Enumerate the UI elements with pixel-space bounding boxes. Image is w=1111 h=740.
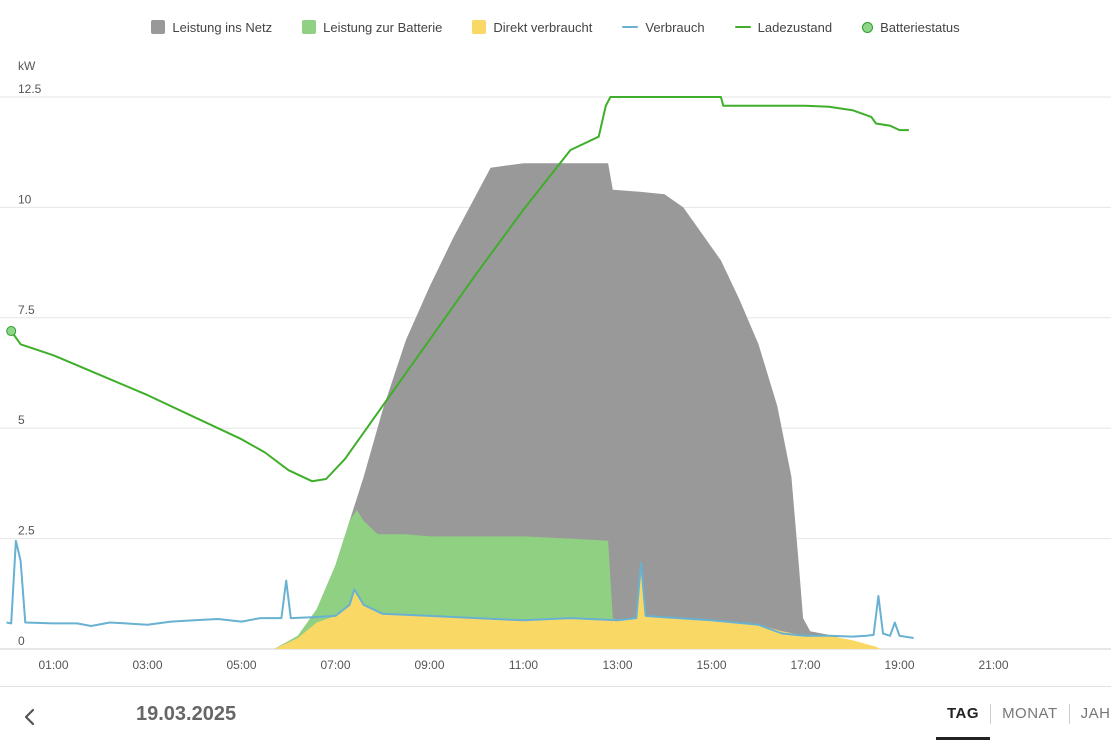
legend-label-battery-power: Leistung zur Batterie bbox=[323, 19, 443, 35]
legend-swatch-battery-power bbox=[302, 20, 317, 34]
legend-item-battery-power[interactable]: Leistung zur Batterie bbox=[302, 17, 442, 37]
x-tick-label: 05:00 bbox=[226, 658, 256, 672]
consumption-line bbox=[6, 539, 914, 639]
tab-year[interactable]: JAHR bbox=[1080, 705, 1111, 722]
y-tick-label: 2.5 bbox=[18, 524, 35, 538]
direct-consumption-area bbox=[274, 567, 881, 649]
legend-swatch-grid bbox=[151, 20, 166, 34]
tab-day[interactable]: TAG bbox=[936, 687, 991, 740]
x-tick-label: 07:00 bbox=[320, 658, 350, 672]
legend-item-soc[interactable]: Ladezustand bbox=[734, 17, 833, 37]
tab-divider bbox=[1068, 703, 1070, 724]
legend-item-grid[interactable]: Leistung ins Netz bbox=[151, 17, 272, 37]
legend-label-battery-status: Batteriestatus bbox=[880, 19, 960, 35]
legend-label-soc: Ladezustand bbox=[757, 19, 833, 35]
x-tick-label: 19:00 bbox=[884, 658, 914, 672]
y-axis-unit: kW bbox=[18, 59, 36, 73]
x-tick-label: 17:00 bbox=[790, 658, 820, 672]
x-tick-label: 09:00 bbox=[414, 658, 444, 672]
x-tick-label: 21:00 bbox=[978, 658, 1008, 672]
tab-month[interactable]: MONAT bbox=[1002, 705, 1058, 722]
legend-item-battery-status[interactable]: Batteriestatus bbox=[862, 17, 960, 37]
previous-day-button[interactable] bbox=[14, 701, 46, 733]
legend-item-direct[interactable]: Direkt verbraucht bbox=[472, 17, 592, 37]
chart-legend: Leistung ins Netz Leistung zur Batterie … bbox=[0, 17, 1111, 37]
date-navigation-bar: 19.03.2025 TAG MONAT JAHR bbox=[0, 686, 1111, 740]
y-tick-label: 12.5 bbox=[18, 82, 42, 96]
x-tick-label: 11:00 bbox=[509, 658, 538, 672]
power-chart: 0 2.5 5 7.5 10 12.5 kW 01:00 03:00 05:00 07:00 09:0… bbox=[0, 59, 1111, 672]
battery-status-marker bbox=[6, 326, 17, 337]
grid-feed-area bbox=[274, 163, 876, 649]
legend-swatch-soc bbox=[734, 26, 751, 28]
y-tick-label: 10 bbox=[18, 192, 32, 206]
chevron-left-icon bbox=[24, 708, 35, 726]
legend-label-direct: Direkt verbraucht bbox=[493, 19, 593, 35]
tab-divider bbox=[990, 703, 992, 724]
legend-label-grid: Leistung ins Netz bbox=[172, 19, 273, 35]
legend-swatch-consumption bbox=[622, 26, 639, 28]
x-tick-label: 13:00 bbox=[602, 658, 632, 672]
legend-swatch-direct bbox=[472, 20, 487, 34]
y-tick-label: 0 bbox=[18, 634, 25, 648]
state-of-charge-line bbox=[10, 96, 909, 483]
legend-item-consumption[interactable]: Verbrauch bbox=[622, 17, 705, 37]
x-tick-label: 01:00 bbox=[38, 658, 68, 672]
legend-swatch-battery-status bbox=[862, 21, 874, 33]
y-tick-label: 7.5 bbox=[18, 303, 35, 317]
period-tabs: TAG MONAT JAHR bbox=[936, 687, 1111, 740]
x-tick-label: 03:00 bbox=[132, 658, 162, 672]
legend-label-consumption: Verbrauch bbox=[645, 19, 705, 35]
y-tick-label: 5 bbox=[18, 413, 25, 427]
x-tick-label: 15:00 bbox=[696, 658, 726, 672]
selected-date[interactable]: 19.03.2025 bbox=[136, 703, 237, 725]
